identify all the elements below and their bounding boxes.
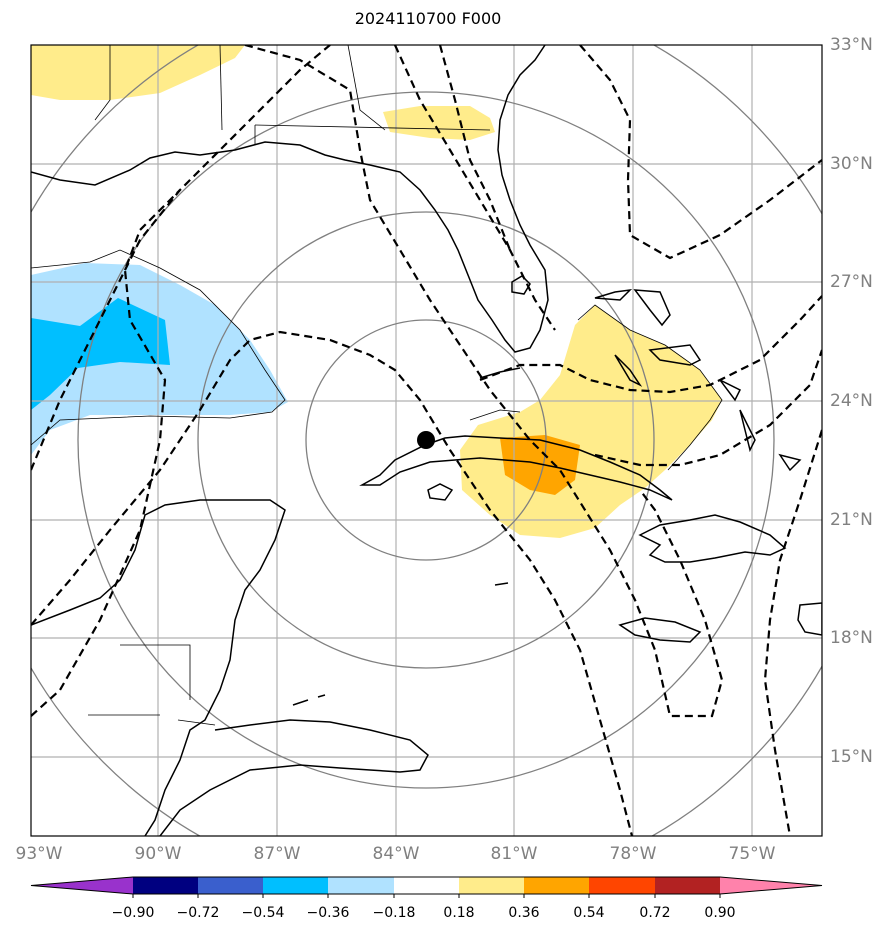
dashed-contours [31, 45, 822, 836]
positive-shade-cuba-bahamas [460, 305, 722, 538]
bahamas-4 [648, 344, 702, 366]
colorbar-label-4: −0.18 [372, 905, 416, 921]
yucatan-islands [292, 694, 326, 706]
contour-1 [31, 45, 331, 471]
bahamas-1 [594, 288, 633, 301]
lon-label-87w: 87°W [253, 844, 301, 864]
bahamas-5 [719, 379, 742, 402]
contour-6 [438, 45, 512, 251]
cayman [494, 582, 509, 586]
lon-label-90w: 90°W [134, 844, 182, 864]
storm-center-marker [417, 431, 435, 449]
cuba [359, 435, 673, 501]
contour-4 [244, 45, 724, 718]
lat-label-21n: 21°N [830, 510, 873, 530]
puerto-rico [797, 602, 822, 636]
lon-label-81w: 81°W [490, 844, 538, 864]
colorbar-label-6: 0.36 [508, 905, 540, 921]
lake-okeechobee [511, 275, 531, 295]
florida-keys [479, 367, 521, 379]
contour-3 [31, 189, 181, 717]
political-borders [31, 45, 723, 726]
lon-label-93w: 93°W [15, 844, 63, 864]
negative-shade-gulf-dark [31, 298, 170, 410]
lat-label-33n: 33°N [830, 35, 873, 55]
central-america-coast [159, 719, 429, 836]
colorbar-label-0: −0.90 [111, 905, 155, 921]
lat-label-15n: 15°N [830, 747, 873, 767]
contour-2 [31, 330, 634, 836]
contour-10 [763, 429, 822, 836]
mexico-coast [31, 499, 286, 836]
hispaniola [638, 514, 787, 563]
colorbar-label-9: 0.90 [704, 905, 736, 921]
lat-label-18n: 18°N [830, 628, 873, 648]
contour-5 [393, 45, 556, 331]
positive-shade-north [31, 45, 245, 100]
lon-label-84w: 84°W [372, 844, 420, 864]
bahamas-7 [778, 453, 802, 472]
range-ring-1 [305, 319, 547, 561]
range-ring-3 [77, 91, 775, 789]
lon-label-78w: 78°W [609, 844, 657, 864]
range-rings [31, 45, 822, 836]
isla-juventud [427, 483, 454, 501]
colorbar-label-8: 0.72 [639, 905, 671, 921]
bahamas-2 [633, 289, 671, 327]
map-frame [30, 44, 823, 837]
coastlines [31, 45, 822, 836]
positive-shade-georgia [383, 106, 495, 140]
jamaica [618, 617, 702, 643]
colorbar-label-2: −0.54 [241, 905, 285, 921]
shaded-anomaly-regions [31, 45, 722, 538]
lat-label-27n: 27°N [830, 272, 873, 292]
range-ring-2 [197, 211, 655, 669]
contour-9 [594, 349, 822, 467]
bahamas-6 [739, 409, 756, 453]
lat-label-30n: 30°N [830, 154, 873, 174]
gulf-coast [31, 45, 549, 353]
lon-label-75w: 75°W [728, 844, 776, 864]
colorbar-label-3: −0.36 [306, 905, 350, 921]
colorbar-label-5: 0.18 [443, 905, 475, 921]
lat-label-24n: 24°N [830, 391, 873, 411]
map-title: 2024110700 F000 [354, 9, 502, 28]
positive-shade-orange [500, 435, 580, 495]
colorbar-label-7: 0.54 [573, 905, 605, 921]
colorbar-label-1: −0.72 [176, 905, 220, 921]
bahamas-3 [614, 354, 643, 387]
